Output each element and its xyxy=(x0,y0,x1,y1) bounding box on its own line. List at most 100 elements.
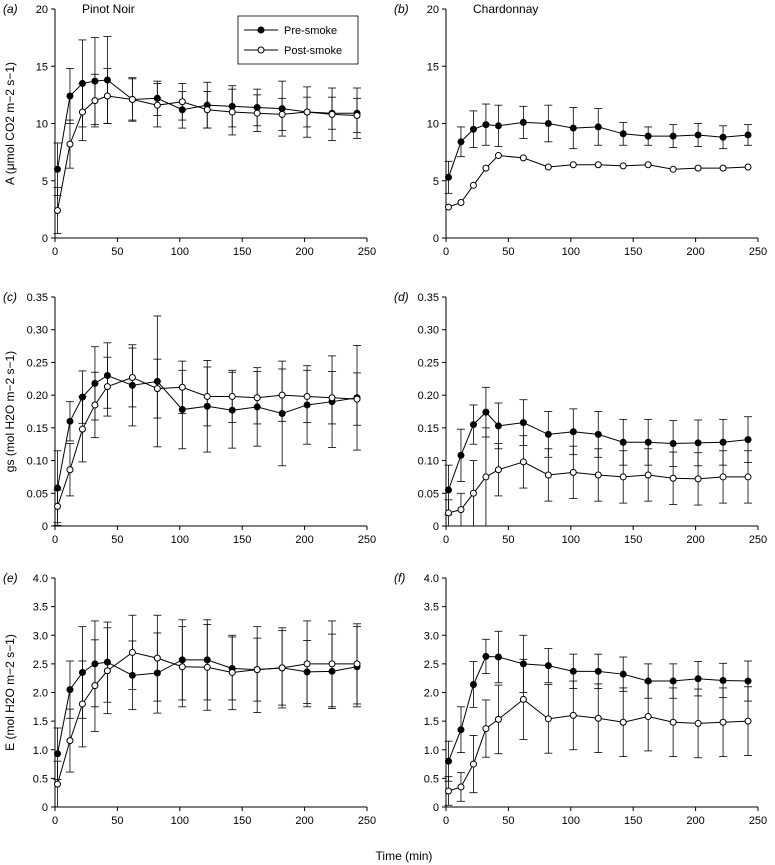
y-tick-label: 2.0 xyxy=(33,688,48,700)
data-point xyxy=(303,660,311,668)
data-point xyxy=(253,109,261,117)
data-point xyxy=(619,670,627,678)
data-point xyxy=(469,181,477,189)
data-point xyxy=(78,425,86,433)
y-tick-label: 0.05 xyxy=(27,488,48,500)
data-point xyxy=(91,682,99,690)
x-tick-label: 100 xyxy=(562,534,580,546)
x-tick-label: 200 xyxy=(295,815,313,827)
panel-c: 0 0.05 0.10 0.15 0.20 0.25 0.30 0.35 0 50 100 150 20… xyxy=(3,290,376,546)
data-point xyxy=(103,383,111,391)
y-tick-label: 2.0 xyxy=(424,688,439,700)
legend-marker xyxy=(257,46,265,54)
data-point xyxy=(278,110,286,118)
y-tick-label: 10 xyxy=(36,119,48,131)
panel-d: 0 0.05 0.10 0.15 0.20 0.25 0.30 0.35 0 50 100 150 20… xyxy=(394,290,767,546)
panel-f: 0 0.5 1.0 1.5 2.0 2.5 3.0 3.5 4.0 0 50 100 150 200 250… xyxy=(394,571,767,827)
data-point xyxy=(444,509,452,517)
data-point xyxy=(519,419,527,427)
panel-label: (d) xyxy=(394,290,409,304)
x-tick-label: 250 xyxy=(749,534,767,546)
data-point xyxy=(519,695,527,703)
series-post-smoke xyxy=(53,347,362,524)
data-point xyxy=(128,648,136,656)
data-point xyxy=(694,719,702,727)
panel-label: (e) xyxy=(3,571,18,585)
data-point xyxy=(469,489,477,497)
data-point xyxy=(228,108,236,116)
y-tick-label: 0.20 xyxy=(27,390,48,402)
x-tick-label: 50 xyxy=(502,815,514,827)
data-point xyxy=(544,120,552,127)
data-point xyxy=(66,140,74,148)
panel-label: (f) xyxy=(394,571,405,585)
x-tick-label: 100 xyxy=(171,815,189,827)
y-tick-label: 3.5 xyxy=(33,602,48,614)
panel-e: 0 0.5 1.0 1.5 2.0 2.5 3.0 3.5 4.0 0 50 100 150 200 250… xyxy=(3,571,376,827)
data-point xyxy=(303,392,311,400)
data-point xyxy=(719,133,727,141)
data-point xyxy=(91,97,99,105)
y-tick-label: 3.5 xyxy=(424,602,439,614)
data-point xyxy=(66,686,74,694)
x-tick-label: 250 xyxy=(749,246,767,258)
data-point xyxy=(103,92,111,100)
data-point xyxy=(644,161,652,169)
y-axis-label: gs (mol H2O m−2 s−1) xyxy=(3,351,17,472)
data-point xyxy=(744,163,752,171)
data-point xyxy=(719,718,727,726)
y-tick-label: 5 xyxy=(433,176,439,188)
x-tick-label: 0 xyxy=(52,534,58,546)
y-tick-label: 1.5 xyxy=(424,716,439,728)
y-tick-label: 0 xyxy=(42,521,48,533)
data-point xyxy=(569,124,577,132)
data-point xyxy=(482,652,490,660)
data-point xyxy=(569,711,577,719)
y-tick-label: 0.20 xyxy=(418,390,439,402)
data-point xyxy=(544,662,552,670)
data-point xyxy=(66,417,74,425)
x-tick-label: 250 xyxy=(358,815,376,827)
y-tick-label: 20 xyxy=(36,4,48,16)
data-point xyxy=(153,385,161,393)
data-point xyxy=(228,668,236,676)
data-point xyxy=(353,395,361,403)
y-tick-label: 0.35 xyxy=(27,292,48,304)
data-point xyxy=(644,471,652,479)
x-tick-label: 150 xyxy=(624,534,642,546)
data-point xyxy=(328,110,336,118)
data-point xyxy=(153,101,161,109)
data-point xyxy=(178,663,186,671)
data-point xyxy=(53,750,61,758)
y-tick-label: 4.0 xyxy=(424,573,439,585)
data-point xyxy=(619,130,627,138)
data-point xyxy=(78,108,86,116)
data-point xyxy=(444,757,452,765)
x-tick-label: 250 xyxy=(358,534,376,546)
data-point xyxy=(328,660,336,668)
data-point xyxy=(544,430,552,438)
data-point xyxy=(278,391,286,399)
data-point xyxy=(744,473,752,481)
legend-box xyxy=(237,15,359,65)
data-point xyxy=(482,121,490,129)
data-point xyxy=(594,430,602,438)
legend-label: Pre-smoke xyxy=(284,25,337,37)
data-point xyxy=(178,383,186,391)
data-point xyxy=(457,451,465,459)
data-point xyxy=(694,164,702,172)
y-tick-label: 3.0 xyxy=(33,630,48,642)
data-point xyxy=(669,132,677,140)
y-tick-label: 0 xyxy=(433,802,439,814)
data-point xyxy=(519,154,527,162)
series-post-smoke xyxy=(444,427,753,527)
x-tick-label: 200 xyxy=(295,246,313,258)
data-point xyxy=(719,164,727,172)
y-axis-label: A (μmol CO2 m−2 s−1) xyxy=(3,62,17,185)
y-tick-label: 20 xyxy=(427,4,439,16)
data-point xyxy=(719,473,727,481)
x-tick-label: 150 xyxy=(233,534,251,546)
x-tick-label: 50 xyxy=(111,815,123,827)
data-point xyxy=(644,713,652,721)
data-point xyxy=(594,667,602,675)
